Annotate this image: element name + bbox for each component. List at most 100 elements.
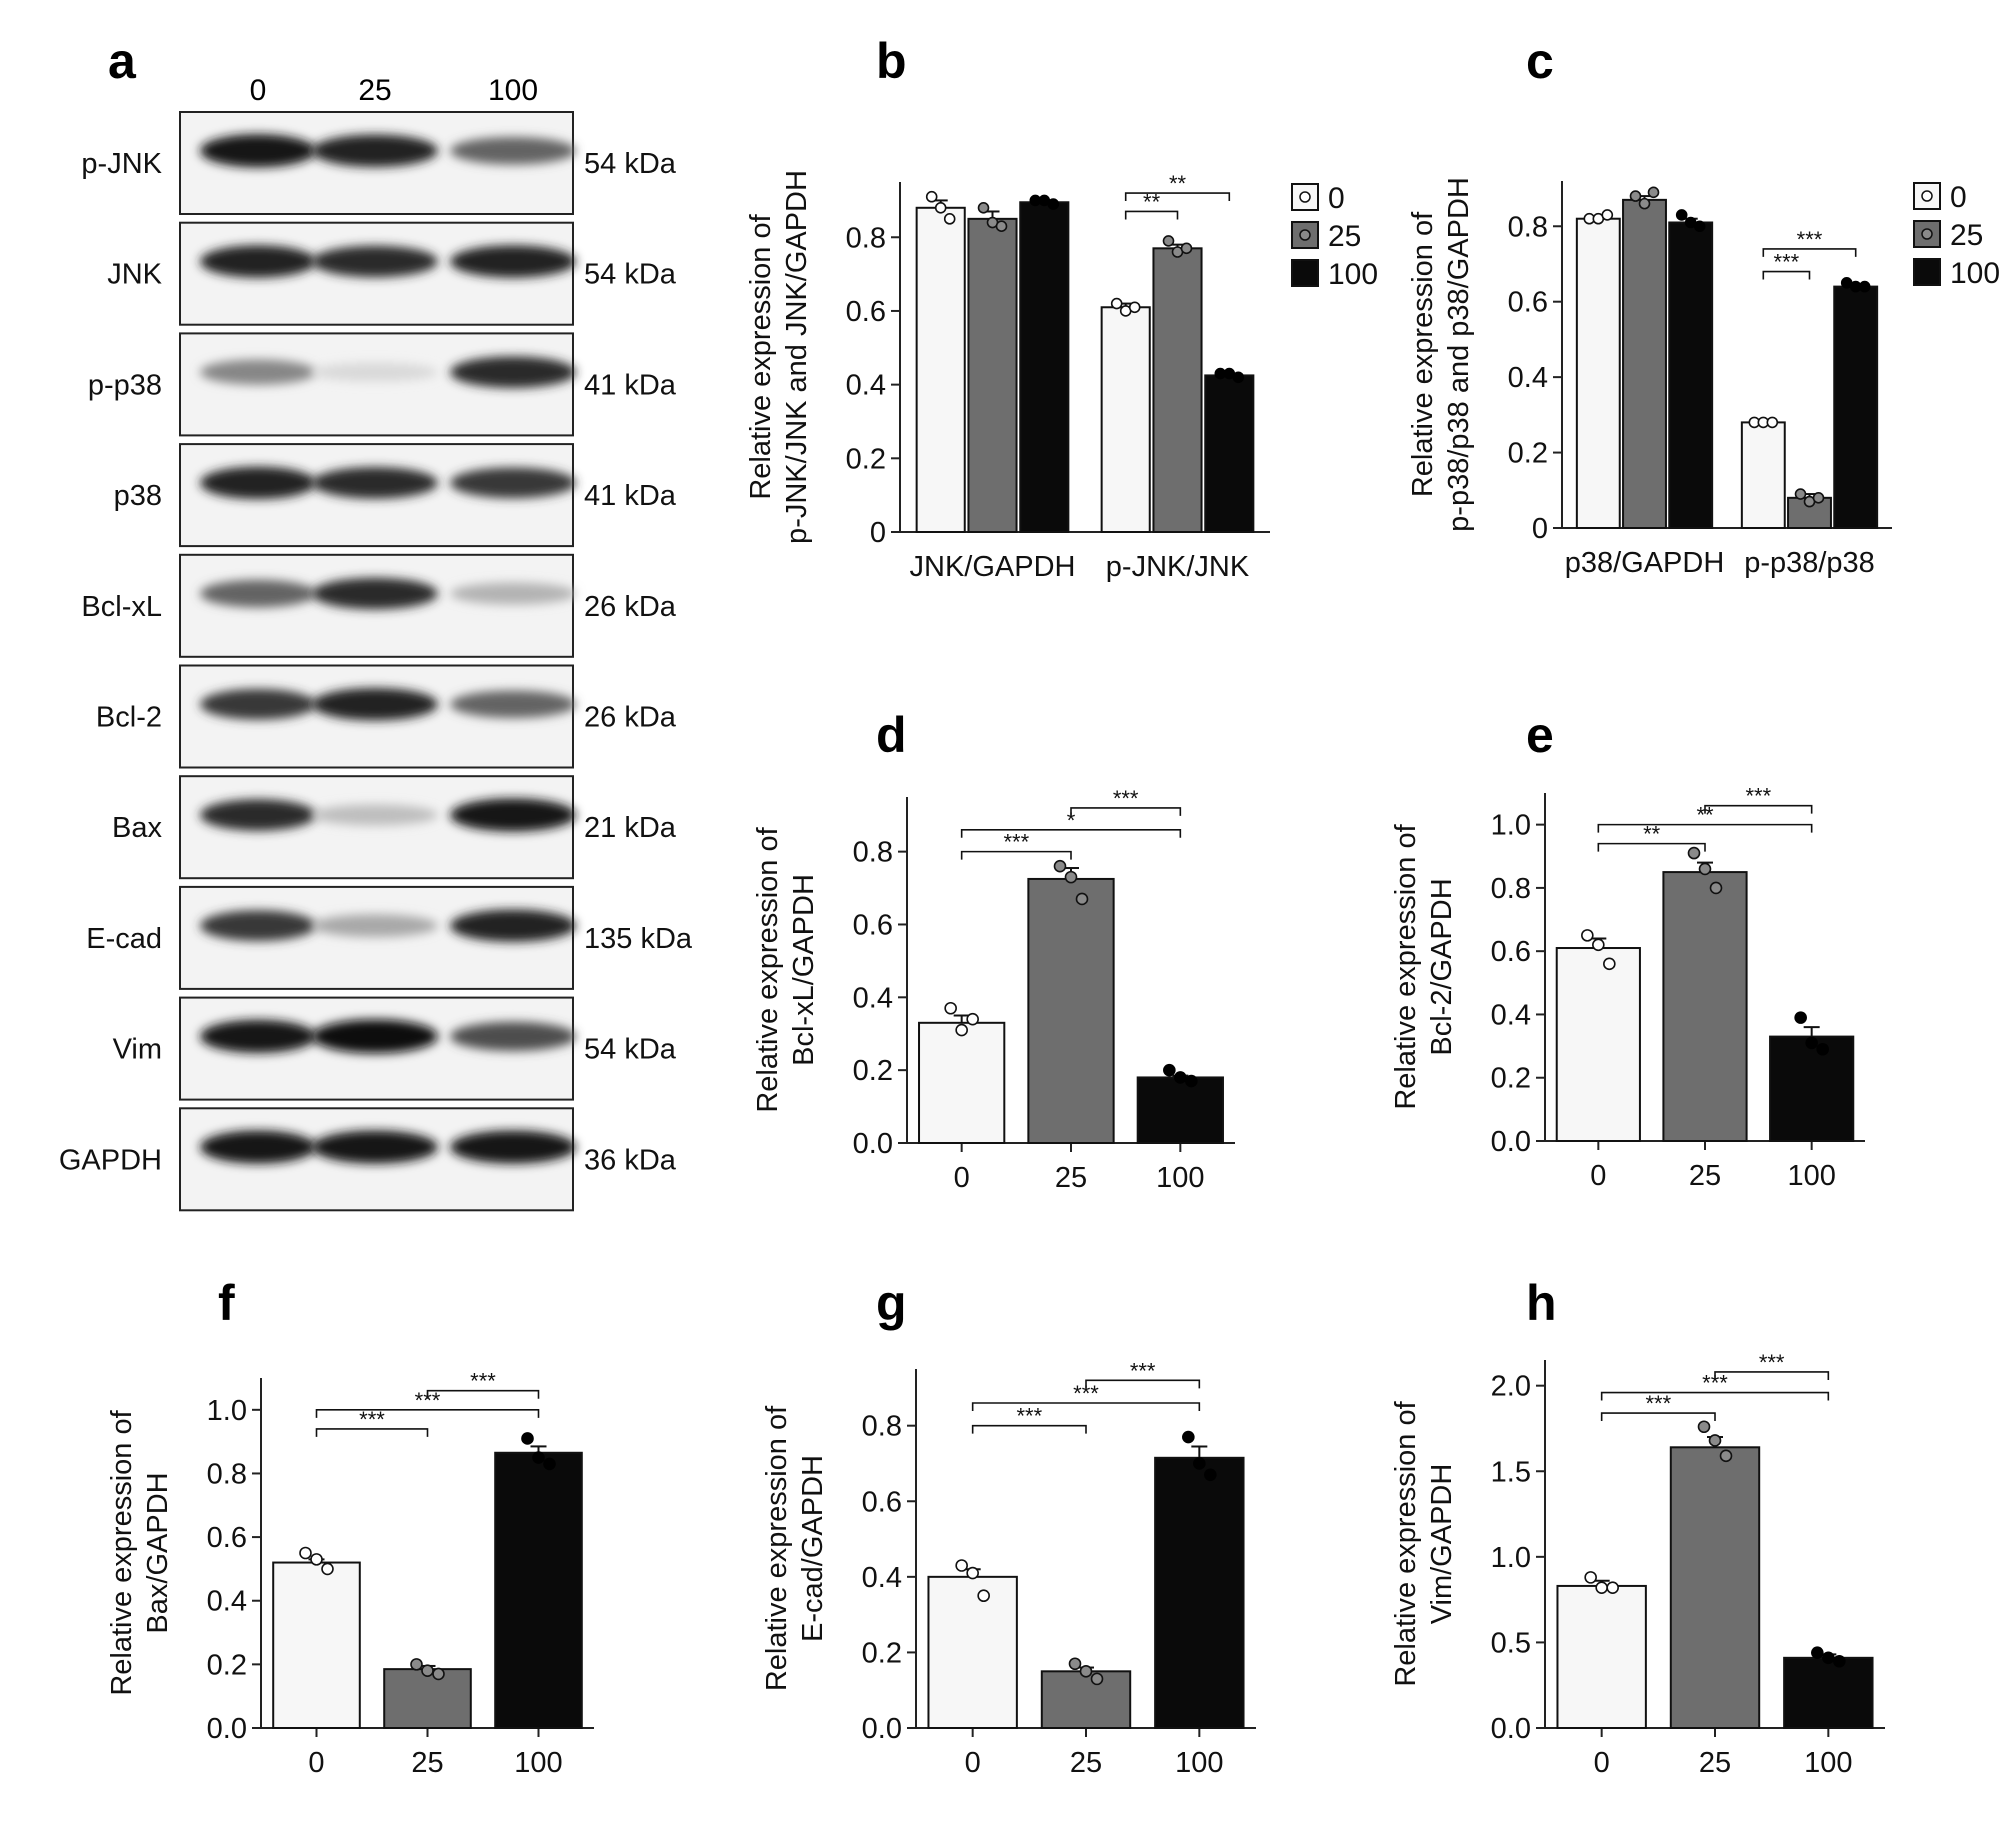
data-point xyxy=(1675,209,1688,221)
data-point xyxy=(421,1664,434,1678)
data-point xyxy=(943,213,956,225)
data-point xyxy=(1647,186,1660,199)
legend-swatch-dot xyxy=(1921,228,1933,240)
blot-band xyxy=(312,362,438,382)
x-tick-label: 25 xyxy=(1070,1747,1102,1779)
panel-letter-e: e xyxy=(1526,707,1554,763)
significance-bracket xyxy=(1600,1391,1830,1401)
blot-row-label: JNK xyxy=(107,259,162,291)
y-tick-label: 0.6 xyxy=(846,296,886,328)
data-point xyxy=(955,1023,968,1037)
data-point xyxy=(944,1001,957,1015)
data-point xyxy=(1805,1036,1818,1050)
data-point xyxy=(1581,929,1594,942)
y-tick-label: 1.0 xyxy=(207,1395,247,1427)
blot-band xyxy=(200,359,316,385)
data-point xyxy=(1047,198,1060,210)
chart-panel-f: 0.0 0.2 0.4 0.6 0.8 1.0 Relative expression of… xyxy=(106,1369,594,1779)
y-axis-label-line: Relative expression of xyxy=(1407,211,1439,497)
significance-bracket xyxy=(1597,842,1706,852)
data-point xyxy=(1595,1581,1608,1594)
y-tick-label: 0.4 xyxy=(862,1562,902,1594)
chart-panel-h: 0.0 0.5 1.0 1.5 2.0 Relative expression of Vim… xyxy=(1390,1350,1885,1779)
panel-letter-a: a xyxy=(108,33,137,89)
y-tick-label: 0.8 xyxy=(846,222,886,254)
legend-swatch-dot xyxy=(1299,191,1311,203)
significance-label: *** xyxy=(1774,250,1800,275)
x-tick-label: 100 xyxy=(514,1747,562,1779)
y-axis-label: Relative expression of Bcl-2/GAPDH xyxy=(1390,823,1458,1109)
y-axis-label-line: Relative expression of xyxy=(761,1405,793,1691)
y-axis-label-line: Relative expression of xyxy=(745,213,777,499)
blot-band xyxy=(200,245,316,278)
data-point xyxy=(1601,209,1614,221)
panel-letter-h: h xyxy=(1526,1275,1557,1331)
significance-bracket xyxy=(1070,807,1182,816)
y-axis-label-line: Relative expression of xyxy=(1390,823,1422,1109)
y-axis-label-line: Relative expression of xyxy=(1390,1400,1422,1686)
blot-row-label: E-cad xyxy=(86,923,162,955)
data-point xyxy=(1697,1420,1711,1434)
data-point xyxy=(1185,1074,1198,1088)
bar-dose-0 xyxy=(1556,1584,1647,1730)
data-point xyxy=(1064,870,1078,884)
blot-row-label: Bcl-2 xyxy=(96,702,162,734)
bar-dose-0 xyxy=(1555,947,1641,1142)
data-point xyxy=(1162,235,1175,247)
data-point xyxy=(934,201,947,214)
blot-band xyxy=(312,134,438,167)
data-point xyxy=(1794,488,1807,500)
data-point xyxy=(1182,1430,1195,1444)
blot-band xyxy=(200,799,316,831)
data-point xyxy=(1693,220,1706,233)
x-category-label: p-p38/p38 xyxy=(1744,547,1875,579)
blot-row-label: GAPDH xyxy=(59,1144,162,1176)
data-point xyxy=(1068,1657,1082,1671)
y-tick-label: 0.0 xyxy=(853,1128,893,1160)
data-point xyxy=(1812,492,1825,504)
y-tick-label: 0.4 xyxy=(846,370,886,402)
blot-band xyxy=(450,1130,576,1164)
blot-band xyxy=(450,909,576,942)
data-point xyxy=(1053,859,1067,873)
bar-dose-0 xyxy=(272,1561,361,1729)
significance-label: ** xyxy=(1169,171,1187,196)
bar-dose-100 xyxy=(1833,285,1879,530)
y-axis-label: Relative expression of Vim/GAPDH xyxy=(1390,1400,1458,1686)
data-point xyxy=(1858,280,1871,293)
data-point xyxy=(1193,1457,1206,1470)
y-axis-label: Relative expression of p-JNK/JNK and JNK/… xyxy=(745,170,813,544)
y-tick-label: 0.2 xyxy=(1491,1063,1531,1095)
data-point xyxy=(925,190,938,203)
x-category-label: p38/GAPDH xyxy=(1565,547,1725,579)
bar-dose-25 xyxy=(1040,1670,1132,1730)
blot-size-label: 26 kDa xyxy=(584,591,677,623)
data-point xyxy=(521,1432,534,1445)
data-point xyxy=(1204,1468,1217,1482)
blot-size-label: 54 kDa xyxy=(584,148,677,180)
bar-dose-0 xyxy=(1575,217,1621,530)
lane-label-0: 0 xyxy=(250,74,267,107)
y-tick-label: 0.4 xyxy=(1508,362,1548,394)
bar-dose-0 xyxy=(1100,306,1151,533)
bar-dose-25 xyxy=(967,217,1018,533)
blot-size-label: 135 kDa xyxy=(584,923,693,955)
significance-label: ** xyxy=(1696,803,1714,828)
data-point xyxy=(1687,846,1701,860)
panel-letter-g: g xyxy=(876,1275,907,1331)
x-tick-label: 0 xyxy=(1594,1747,1610,1779)
bar-dose-0 xyxy=(915,206,966,534)
x-tick-label: 25 xyxy=(1689,1160,1721,1192)
significance-label: *** xyxy=(359,1407,385,1432)
y-tick-label: 2.0 xyxy=(1491,1371,1531,1403)
blot-size-label: 54 kDa xyxy=(584,259,677,291)
legend-swatch-0 xyxy=(1913,182,1941,210)
blot-band xyxy=(312,577,438,610)
y-tick-label: 0.8 xyxy=(1491,873,1531,905)
y-tick-label: 0.8 xyxy=(207,1458,247,1490)
data-point xyxy=(410,1658,423,1671)
blot-band xyxy=(200,1019,316,1053)
y-axis-label: Relative expression of Bcl-xL/GAPDH xyxy=(752,826,820,1112)
blot-size-label: 41 kDa xyxy=(584,480,677,512)
chart-panel-g: 0.0 0.2 0.4 0.6 0.8 Relative expression of E-c… xyxy=(761,1358,1256,1779)
